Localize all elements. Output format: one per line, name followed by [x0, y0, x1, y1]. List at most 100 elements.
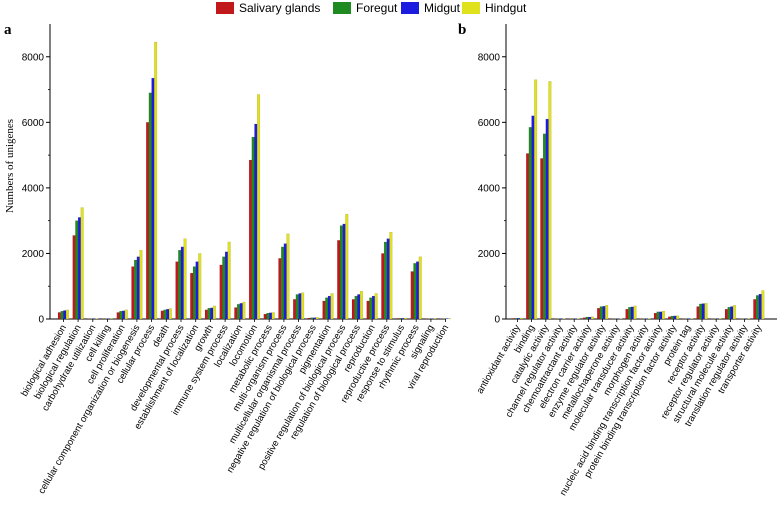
panel-a-bar-midgut — [327, 295, 331, 320]
panel-a-bar-midgut — [283, 243, 287, 320]
panel-a-bar-foregut — [163, 309, 167, 320]
panel-b-bar-foregut — [628, 307, 632, 320]
panel-b-bar-foregut — [613, 318, 617, 320]
panel-a-bar-foregut — [339, 225, 343, 320]
panel-a-bar-foregut — [178, 250, 182, 320]
panel-b-bar-foregut — [528, 127, 532, 320]
panel-b-bar-hindgut — [676, 315, 680, 320]
panel-a-bar-hindgut — [257, 94, 261, 320]
panel-a-bar-hindgut — [154, 41, 158, 320]
panel-a-label: a — [4, 22, 12, 38]
panel-b-y-tick-label: 8000 — [478, 52, 501, 63]
panel-b-bar-foregut — [699, 303, 703, 320]
panel-a-bar-foregut — [428, 318, 432, 320]
panel-b-bar-salivary-glands — [526, 153, 530, 320]
panel-a-bar-hindgut — [448, 318, 452, 320]
panel-b-bar-hindgut — [605, 305, 609, 320]
panel-a-bar-midgut — [357, 294, 361, 320]
panel-a-bar-midgut — [77, 217, 81, 320]
legend-swatch-foregut — [333, 2, 351, 14]
panel-b-bar-salivary-glands — [597, 308, 601, 320]
panel-b-bar-hindgut — [590, 316, 594, 320]
panel-b-bar-midgut — [602, 306, 606, 320]
panel-b-bar-midgut — [744, 318, 748, 320]
panel-b-bar-salivary-glands — [696, 306, 700, 320]
panel-a-bar-salivary-glands — [322, 300, 326, 320]
panel-b-bar-foregut — [684, 318, 688, 320]
panel-a-bar-salivary-glands — [395, 318, 399, 320]
panel-a-bar-hindgut — [168, 308, 172, 320]
panel-a-bar-foregut — [236, 304, 240, 320]
panel-a-bar-hindgut — [80, 207, 84, 320]
panel-a-bar-midgut — [386, 238, 390, 320]
panel-a-bar-hindgut — [389, 231, 393, 320]
panel-a-bar-foregut — [354, 295, 358, 320]
panel-b-bar-midgut — [616, 318, 620, 320]
panel-a-bar-foregut — [89, 318, 93, 320]
panel-a-bar-salivary-glands — [87, 318, 91, 320]
panel-b-bar-midgut — [559, 318, 563, 320]
panel-a-bar-foregut — [192, 266, 196, 320]
panel-a-bar-hindgut — [110, 318, 114, 320]
panel-a-bar-salivary-glands — [131, 266, 135, 320]
panel-a-bar-salivary-glands — [263, 313, 267, 320]
panel-a-bar-foregut — [266, 312, 270, 320]
panel-b-bar-salivary-glands — [724, 309, 728, 320]
panel-a-bar-salivary-glands — [293, 299, 297, 320]
panel-b-bar-midgut — [531, 115, 535, 320]
panel-b-bar-midgut — [758, 293, 762, 320]
panel-a-bar-midgut — [416, 261, 420, 320]
panel-a-bar-hindgut — [374, 293, 378, 320]
panel-b-bar-foregut — [755, 295, 759, 320]
panel-b-bar-midgut — [659, 311, 663, 320]
panel-a-bar-foregut — [148, 92, 152, 320]
panel-a-bar-hindgut — [404, 317, 408, 320]
panel-a-y-axis-title: Numbers of unigenes — [4, 119, 16, 213]
panel-b-bar-midgut — [701, 303, 705, 320]
panel-a-bar-foregut — [104, 318, 108, 320]
panel-b-bar-midgut — [588, 316, 592, 320]
panel-b-bar-salivary-glands — [568, 318, 572, 320]
panel-a-y-tick-label: 6000 — [22, 118, 45, 129]
panel-a-bar-salivary-glands — [425, 318, 429, 320]
panel-a-bar-midgut — [122, 310, 126, 320]
panel-b-bar-hindgut — [548, 81, 552, 320]
panel-a-bar-salivary-glands — [57, 312, 61, 320]
panel-a-bar-hindgut — [198, 253, 202, 320]
panel-a-bar-midgut — [298, 293, 302, 320]
panel-a-bar-foregut — [207, 308, 211, 320]
panel-b-bar-midgut — [645, 318, 649, 320]
panel-b-bar-midgut — [517, 318, 521, 320]
panel-b-bar-salivary-glands — [668, 316, 672, 320]
panel-b-bar-salivary-glands — [582, 317, 586, 320]
panel-a-bar-hindgut — [95, 318, 99, 320]
legend-label-midgut: Midgut — [424, 1, 461, 15]
panel-a-bar-midgut — [371, 295, 375, 320]
panel-b-bar-midgut — [730, 306, 734, 320]
panel-a-bar-salivary-glands — [307, 317, 311, 320]
panel-a-bar-foregut — [281, 246, 285, 320]
panel-a-bar-foregut — [310, 317, 314, 320]
panel-a-bar-salivary-glands — [278, 258, 282, 320]
panel-a-bar-hindgut — [212, 305, 216, 320]
panel-b-bar-foregut — [727, 307, 731, 320]
panel-a-bar-midgut — [180, 246, 184, 320]
panel-a-bar-salivary-glands — [72, 235, 76, 320]
panel-b-bar-salivary-glands — [540, 158, 544, 320]
panel-b-bar-foregut — [514, 318, 518, 320]
panel-a-bar-foregut — [134, 259, 138, 320]
panel-a-bar-hindgut — [65, 309, 69, 320]
panel-b-y-tick-label: 2000 — [478, 249, 501, 260]
panel-b-bar-salivary-glands — [511, 318, 515, 320]
panel-a-bar-salivary-glands — [337, 240, 341, 320]
panel-b-bar-hindgut — [690, 318, 694, 320]
panel-a-bar-foregut — [295, 294, 299, 320]
panel-a-bar-midgut — [313, 317, 317, 320]
panel-b-bar-foregut — [585, 316, 589, 320]
panel-a-bar-foregut — [251, 136, 255, 320]
legend-label-salivary-glands: Salivary glands — [239, 1, 320, 15]
panel-a-bar-hindgut — [124, 309, 128, 320]
panel-a-bar-midgut — [195, 261, 199, 320]
panel-b-bar-salivary-glands — [753, 299, 757, 320]
